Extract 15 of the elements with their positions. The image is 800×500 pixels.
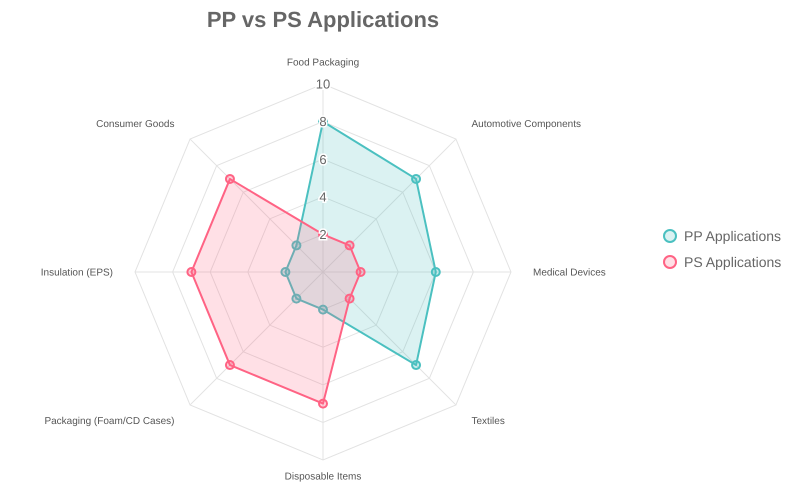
spoke-label: Packaging (Foam/CD Cases) (44, 416, 175, 427)
spoke-label: Textiles (471, 416, 505, 427)
y-tick-label: 4 (319, 189, 327, 204)
spoke-label: Consumer Goods (96, 119, 175, 130)
y-tick-label: 10 (316, 76, 330, 92)
spoke-label: Food Packaging (286, 58, 360, 68)
y-tick-label: 2 (319, 226, 327, 242)
legend-label: PS Applications (684, 254, 782, 270)
spoke-label: Automotive Components (471, 119, 582, 130)
y-tick-label: 6 (319, 152, 327, 167)
legend-label: PP Applications (684, 228, 782, 244)
chart-title: PP vs PS Applications (206, 7, 440, 32)
spoke-label: Medical Devices (533, 268, 606, 278)
spoke-label: Insulation (EPS) (40, 268, 113, 278)
spoke-label: Disposable Items (284, 472, 362, 482)
